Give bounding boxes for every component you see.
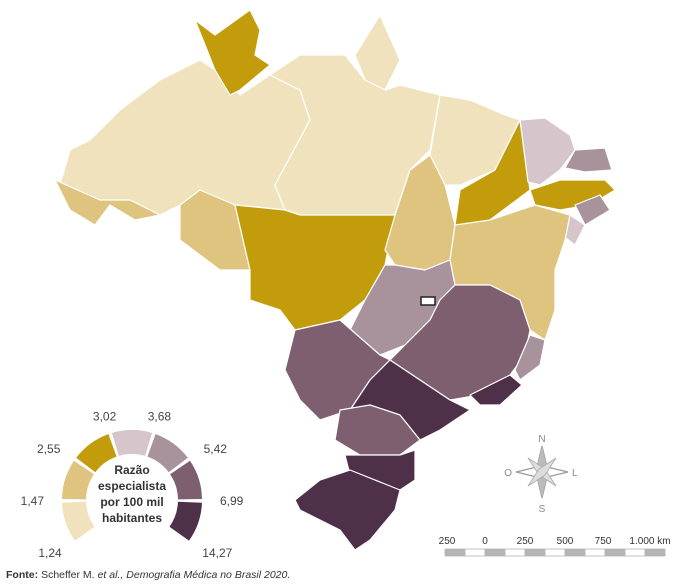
state [59,59,311,216]
scale-label: 0 [482,536,488,547]
state [234,204,396,331]
scale-bar: 250 0 250 500 750 1.000 km [439,536,671,557]
state [389,284,531,401]
state [574,194,611,226]
legend-break-label: 14,27 [202,546,232,560]
compass-label: L [572,468,578,479]
legend-break-label: 5,42 [204,442,228,456]
state [564,147,613,173]
state [469,374,523,406]
legend-title: especialista [98,479,166,493]
legend-segment [111,429,153,456]
source-label: Fonte: [6,569,38,581]
legend-title: Razão [114,463,149,477]
legend-break-label: 3,68 [148,409,172,423]
scale-label: 250 [517,536,534,547]
scale-label: 250 [439,536,456,547]
scale-segment [544,548,566,557]
state [354,14,401,91]
scale-segment [524,548,546,557]
state [54,179,161,226]
legend-segment [62,501,95,541]
compass-label: S [539,504,546,515]
compass-label: N [538,434,545,445]
scale-segment [444,548,466,557]
legend-segment [147,434,188,473]
state [194,9,271,96]
legend-segment [169,501,202,541]
legend-segment [76,434,117,473]
source-note: Fonte: Scheffer M. et al., Demografia Médic… [6,569,290,581]
state [294,469,401,551]
compass-rose [527,457,557,487]
state [269,54,441,216]
state [519,117,576,186]
legend-segment [170,460,202,500]
legend: 1,24 1,47 2,55 3,02 3,68 5,42 6,99 14,27 Razão es… [21,409,244,560]
source-author: Scheffer M. [41,569,95,581]
legend-break-label: 1,47 [21,494,45,508]
legend-segment [62,460,94,500]
scale-segment [624,548,646,557]
source-work: Demografia Médica no Brasil 2020. [126,569,290,581]
legend-break-label: 6,99 [220,494,244,508]
scale-segment [604,548,626,557]
source-etal: et al., [98,569,124,581]
scale-segment [644,548,666,557]
scale-segment [484,548,506,557]
scale-segment [564,548,586,557]
state [334,404,421,456]
legend-break-label: 2,55 [37,442,61,456]
scale-label: 1.000 km [629,536,670,547]
scale-segment [464,548,486,557]
scale-segment [504,548,526,557]
legend-break-label: 3,02 [93,409,117,423]
compass: N S O L [504,434,578,515]
state [514,334,546,381]
brazil-map [54,9,616,551]
federal-district [420,296,436,306]
legend-title: habitantes [102,511,162,525]
scale-label: 500 [557,536,574,547]
scale-label: 750 [595,536,612,547]
legend-title: por 100 mil [100,495,163,509]
legend-break-label: 1,24 [38,546,62,560]
scale-segment [584,548,606,557]
compass-label: O [504,468,512,479]
